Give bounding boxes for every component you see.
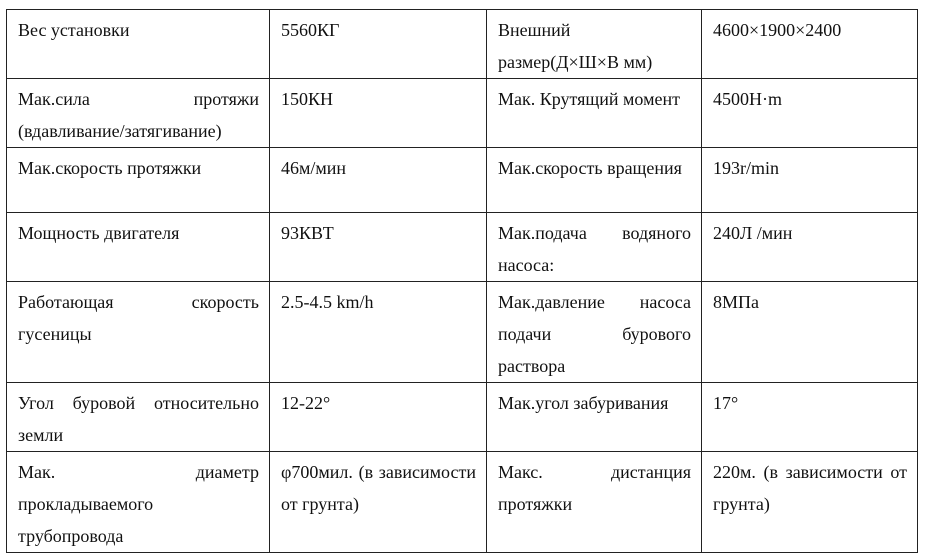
parameter-name: Работающая скорость гусеницы xyxy=(6,281,270,383)
table-row: Вес установки 5560КГ Внешний размер(Д×Ш×В … xyxy=(6,9,918,79)
parameter-value: 4600×1900×2400 xyxy=(701,9,918,79)
parameter-value: 193r/min xyxy=(701,147,918,213)
parameter-value: 4500Н·m xyxy=(701,78,918,148)
table-row: Мак.скорость протяжки 46м/мин Мак.скорость… xyxy=(6,147,918,213)
parameter-name: Угол буровой относительно земли xyxy=(6,382,270,452)
parameter-value: 240Л /мин xyxy=(701,212,918,282)
parameter-name: Мак. диаметр прокладываемого трубопровод… xyxy=(6,451,270,553)
parameter-name: Мак.скорость протяжки xyxy=(6,147,270,213)
parameter-name: Мак.подача водяного насоса: xyxy=(486,212,702,282)
parameter-name: Мак.угол забуривания xyxy=(486,382,702,452)
parameter-name: Мак.давление насоса подачи бурового раст… xyxy=(486,281,702,383)
table-row: Мак. диаметр прокладываемого трубопровод… xyxy=(6,451,918,553)
table-row: Работающая скорость гусеницы 2.5-4.5 km/h… xyxy=(6,281,918,383)
specifications-table: Вес установки 5560КГ Внешний размер(Д×Ш×В … xyxy=(6,9,918,553)
parameter-value: 17° xyxy=(701,382,918,452)
parameter-name: Мак.сила протяжи (вдавливание/затягивани… xyxy=(6,78,270,148)
parameter-value: 220м. (в зависимости от грунта) xyxy=(701,451,918,553)
table-row: Угол буровой относительно земли 12-22° Мак… xyxy=(6,382,918,452)
parameter-name: Мак.скорость вращения xyxy=(486,147,702,213)
parameter-name: Мощность двигателя xyxy=(6,212,270,282)
parameter-value: φ700мил. (в зависимости от грунта) xyxy=(269,451,487,553)
parameter-value: 150КН xyxy=(269,78,487,148)
parameter-name: Внешний размер(Д×Ш×В мм) xyxy=(486,9,702,79)
parameter-value: 8МПа xyxy=(701,281,918,383)
parameter-value: 46м/мин xyxy=(269,147,487,213)
parameter-name: Макс. дистанция протяжки xyxy=(486,451,702,553)
table-row: Мощность двигателя 93КВТ Мак.подача водяно… xyxy=(6,212,918,282)
table-row: Мак.сила протяжи (вдавливание/затягивани… xyxy=(6,78,918,148)
parameter-value: 12-22° xyxy=(269,382,487,452)
parameter-name: Вес установки xyxy=(6,9,270,79)
parameter-value: 93КВТ xyxy=(269,212,487,282)
parameter-value: 2.5-4.5 km/h xyxy=(269,281,487,383)
parameter-name: Мак. Крутящий момент xyxy=(486,78,702,148)
parameter-value: 5560КГ xyxy=(269,9,487,79)
